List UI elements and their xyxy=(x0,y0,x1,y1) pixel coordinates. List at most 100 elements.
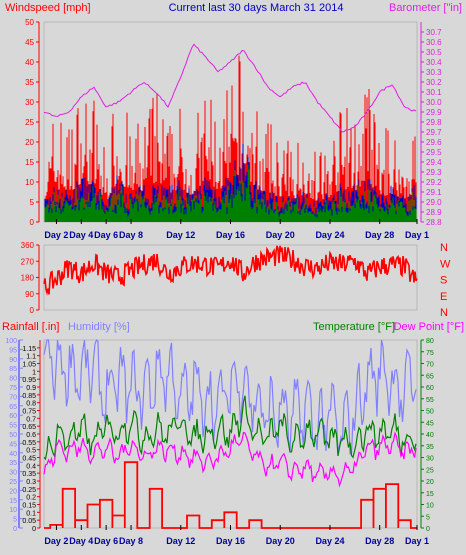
x-tick-label: Day 1 xyxy=(405,230,429,240)
rainfall-tick-label: 0.75 xyxy=(22,409,36,416)
direction-tick-label: 270 xyxy=(21,257,35,266)
wind-tick-label: 20 xyxy=(25,138,34,147)
x-tick-label: Day 12 xyxy=(166,230,195,240)
humidity-tick-label: 40 xyxy=(9,451,17,458)
humidity-tick-label: 75 xyxy=(9,385,17,392)
humidity-tick-label: 80 xyxy=(9,376,17,383)
direction-tick-label: 0 xyxy=(30,306,35,315)
barometer-axis-title: Barometer ["in] xyxy=(389,2,462,14)
temperature-tick-label: 70 xyxy=(426,362,434,369)
wind-tick-label: 5 xyxy=(30,198,35,207)
temperature-axis-title: Temperature [°F] xyxy=(313,321,395,333)
temperature-tick-label: 25 xyxy=(426,467,434,474)
humidity-tick-label: 0 xyxy=(13,526,17,533)
rainfall-tick-label: 0.2 xyxy=(26,495,36,502)
barometer-tick-label: 29.5 xyxy=(426,148,442,157)
x-tick-label: Day 24 xyxy=(315,536,344,546)
x-tick-label: Day 4 xyxy=(69,230,93,240)
humidity-tick-label: 100 xyxy=(5,338,17,345)
humidity-tick-label: 85 xyxy=(9,366,17,373)
humidity-tick-label: 20 xyxy=(9,488,17,495)
barometer-tick-label: 30.0 xyxy=(426,98,442,107)
compass-label: N xyxy=(440,307,448,319)
wind-barometer-panel: 0 5 10 15 20 25 30 35 40 45 50 28.828.929.029.129.2… xyxy=(25,18,442,240)
rainfall-tick-label: 0.55 xyxy=(22,440,36,447)
barometer-tick-label: 29.8 xyxy=(426,118,442,127)
temperature-tick-label: 35 xyxy=(426,444,434,451)
rainfall-tick-label: 0 xyxy=(32,526,36,533)
rainfall-tick-label: 0.25 xyxy=(22,487,36,494)
rainfall-tick-label: 0.05 xyxy=(22,518,36,525)
rainfall-tick-label: 1 xyxy=(32,369,36,376)
x-tick-label: Day 6 xyxy=(94,536,118,546)
temperature-tick-label: 30 xyxy=(426,456,434,463)
barometer-tick-label: 29.1 xyxy=(426,188,442,197)
temperature-tick-label: 5 xyxy=(426,514,430,521)
x-tick-label: Day 20 xyxy=(266,230,295,240)
barometer-tick-label: 30.7 xyxy=(426,28,442,37)
barometer-tick-label: 29.9 xyxy=(426,108,442,117)
rainfall-tick-label: 0.3 xyxy=(26,479,36,486)
barometer-tick-label: 30.2 xyxy=(426,78,442,87)
humidity-tick-label: 55 xyxy=(9,423,17,430)
temperature-tick-label: 65 xyxy=(426,373,434,380)
panel2-frame xyxy=(43,244,418,311)
wind-direction-line xyxy=(43,245,418,296)
temperature-tick-label: 55 xyxy=(426,397,434,404)
direction-tick-label: 180 xyxy=(21,274,35,283)
temperature-tick-label: 60 xyxy=(426,385,434,392)
temperature-tick-label: 10 xyxy=(426,503,434,510)
barometer-tick-label: 29.6 xyxy=(426,138,442,147)
wind-tick-label: 25 xyxy=(25,118,34,127)
direction-tick-label: 360 xyxy=(21,241,35,250)
rainfall-tick-label: 0.95 xyxy=(22,377,36,384)
rainfall-tick-label: 0.65 xyxy=(22,424,36,431)
rainfall-tick-label: 0.35 xyxy=(22,471,36,478)
barometer-tick-label: 30.4 xyxy=(426,58,442,67)
barometer-tick-label: 30.3 xyxy=(426,68,442,77)
barometer-line xyxy=(43,43,417,133)
wind-tick-label: 15 xyxy=(25,158,34,167)
x-tick-label: Day 20 xyxy=(266,536,295,546)
humidity-tick-label: 25 xyxy=(9,479,17,486)
temperature-tick-label: 20 xyxy=(426,479,434,486)
wind-tick-label: 30 xyxy=(25,98,34,107)
temperature-tick-label: 50 xyxy=(426,409,434,416)
rainfall-tick-label: 0.4 xyxy=(26,463,36,470)
barometer-tick-label: 30.6 xyxy=(426,38,442,47)
humidity-tick-label: 45 xyxy=(9,441,17,448)
barometer-tick-label: 29.3 xyxy=(426,168,442,177)
barometer-tick-label: 29.4 xyxy=(426,158,442,167)
climate-panel: 0510152025303540455055606570758085909510… xyxy=(5,338,434,546)
wind-axis-title: Windspeed [mph] xyxy=(5,2,91,14)
rainfall-tick-label: 1.1 xyxy=(26,354,36,361)
rainfall-tick-label: 0.8 xyxy=(26,401,36,408)
humidity-tick-label: 60 xyxy=(9,413,17,420)
rainfall-tick-label: 0.45 xyxy=(22,456,36,463)
temperature-tick-label: 45 xyxy=(426,420,434,427)
rainfall-tick-label: 0.7 xyxy=(26,416,36,423)
temperature-tick-label: 80 xyxy=(426,338,434,345)
x-tick-label: Day 2 xyxy=(44,230,68,240)
barometer-tick-label: 28.9 xyxy=(426,208,442,217)
barometer-tick-label: 28.8 xyxy=(426,218,442,227)
humidity-axis-title: Humidity [%] xyxy=(68,321,130,333)
humidity-tick-label: 95 xyxy=(9,347,17,354)
humidity-tick-label: 30 xyxy=(9,470,17,477)
x-tick-label: Day 16 xyxy=(216,536,245,546)
rainfall-tick-label: 0.9 xyxy=(26,385,36,392)
barometer-tick-label: 29.7 xyxy=(426,128,442,137)
x-tick-label: Day 28 xyxy=(365,230,394,240)
rainfall-tick-label: 1.15 xyxy=(22,346,36,353)
x-tick-label: Day 8 xyxy=(119,536,143,546)
temperature-line xyxy=(43,395,417,461)
x-tick-label: Day 8 xyxy=(119,230,143,240)
x-tick-label: Day 4 xyxy=(69,536,93,546)
temperature-tick-label: 75 xyxy=(426,350,434,357)
humidity-tick-label: 50 xyxy=(9,432,17,439)
x-tick-label: Day 24 xyxy=(315,230,344,240)
